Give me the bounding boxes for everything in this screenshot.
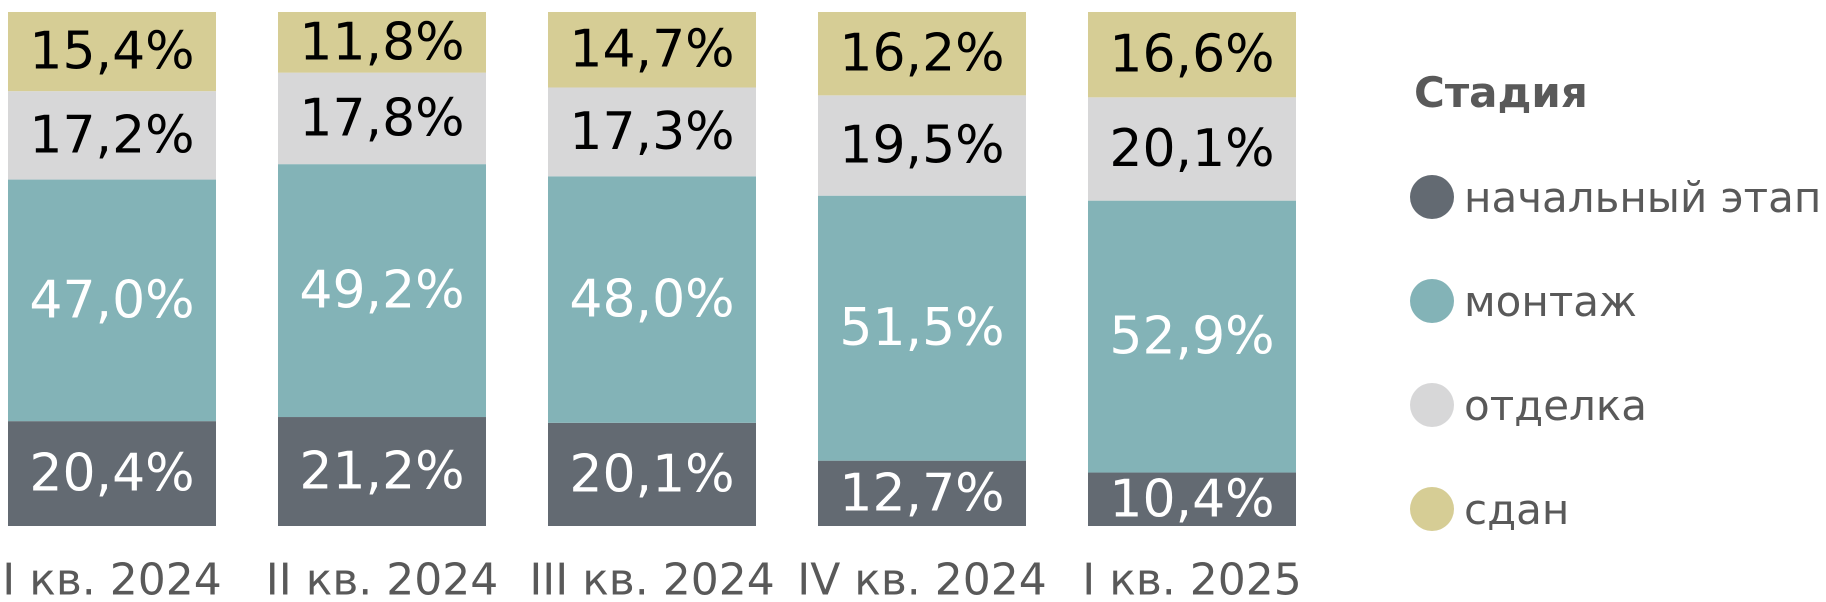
category-label: I кв. 2025 <box>1082 555 1301 602</box>
data-label-initial-stage: 12,7% <box>839 463 1004 523</box>
legend-item-completed: сдан <box>1410 457 1820 561</box>
bar-segment-initial-stage <box>1088 472 1296 526</box>
data-label-initial-stage: 21,2% <box>299 442 464 502</box>
data-label-completed: 16,2% <box>839 24 1004 84</box>
category-label: III кв. 2024 <box>529 555 774 602</box>
bar-segment-completed <box>548 12 756 88</box>
data-label-completed: 15,4% <box>29 22 194 82</box>
data-label-finishing: 20,1% <box>1109 119 1274 179</box>
data-label-initial-stage: 20,4% <box>29 444 194 504</box>
legend-label-finishing: отделка <box>1464 380 1647 430</box>
category-label: I кв. 2024 <box>2 555 221 602</box>
data-label-assembly: 48,0% <box>569 270 734 330</box>
data-label-initial-stage: 20,1% <box>569 444 734 504</box>
bar-segment-assembly <box>818 195 1026 461</box>
bar-segment-assembly <box>8 179 216 422</box>
legend-marker-assembly <box>1410 279 1454 323</box>
data-label-completed: 14,7% <box>569 20 734 80</box>
legend-marker-completed <box>1410 487 1454 531</box>
bar-segment-assembly <box>548 176 756 423</box>
data-label-finishing: 19,5% <box>839 116 1004 176</box>
category-label: II кв. 2024 <box>266 555 498 602</box>
bar-segment-finishing <box>1088 97 1296 201</box>
legend-label-assembly: монтаж <box>1464 276 1637 326</box>
legend-item-finishing: отделка <box>1410 353 1820 457</box>
bar-segment-initial-stage <box>8 421 216 526</box>
legend-marker-finishing <box>1410 383 1454 427</box>
legend-item-assembly: монтаж <box>1410 249 1820 353</box>
bar-segment-initial-stage <box>278 417 486 526</box>
data-label-assembly: 49,2% <box>299 261 464 321</box>
bar-segment-completed <box>818 12 1026 96</box>
bar-segment-finishing <box>8 91 216 180</box>
stacked-bar-chart: 20,4% 47,0% 17,2% 15,4% I кв. 2024 21,2% 49,2%… <box>2 12 1302 602</box>
data-label-assembly: 51,5% <box>839 298 1004 358</box>
legend: Стадия начальный этап монтаж отделка сда… <box>1410 68 1822 561</box>
bar-segment-assembly <box>278 164 486 418</box>
bar-segment-assembly <box>1088 200 1296 473</box>
legend-label-completed: сдан <box>1464 484 1570 534</box>
bar-segment-finishing <box>278 72 486 165</box>
data-label-completed: 11,8% <box>299 12 464 72</box>
data-label-finishing: 17,2% <box>29 105 194 165</box>
data-label-finishing: 17,3% <box>569 102 734 162</box>
bar-segment-initial-stage <box>818 460 1026 526</box>
bar-segment-completed <box>8 12 216 92</box>
category-label: IV кв. 2024 <box>797 555 1047 602</box>
legend-item-initial-stage: начальный этап <box>1410 145 1822 249</box>
bar-segment-completed <box>278 12 486 73</box>
legend-label-initial-stage: начальный этап <box>1464 172 1822 222</box>
bar-segment-initial-stage <box>548 422 756 526</box>
bar-segment-finishing <box>548 87 756 177</box>
data-label-initial-stage: 10,4% <box>1109 469 1274 529</box>
legend-marker-initial-stage <box>1410 175 1454 219</box>
data-label-completed: 16,6% <box>1109 25 1274 85</box>
bar-segment-finishing <box>818 95 1026 196</box>
legend-title: Стадия <box>1414 68 1588 117</box>
data-label-assembly: 47,0% <box>29 270 194 330</box>
data-label-assembly: 52,9% <box>1109 307 1274 367</box>
data-label-finishing: 17,8% <box>299 88 464 148</box>
bar-segment-completed <box>1088 12 1296 98</box>
